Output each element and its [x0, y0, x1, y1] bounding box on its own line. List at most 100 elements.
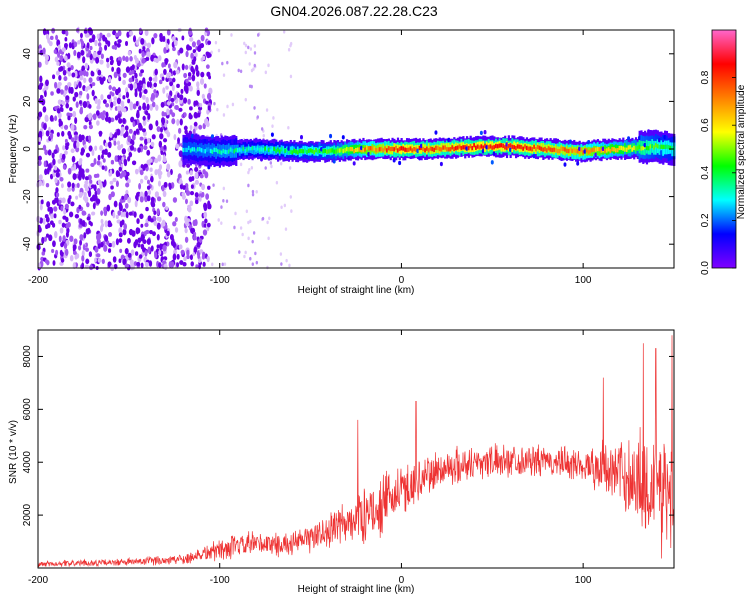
spectrogram-noise-cell — [59, 54, 64, 63]
spectrogram-noise-cell — [156, 233, 160, 241]
spectrogram-noise-cell — [166, 230, 170, 237]
spectrogram-noise-cell — [189, 191, 195, 196]
spectrogram-band-cell — [662, 144, 665, 149]
spectrogram-noise-cell — [195, 264, 199, 269]
spectrogram-noise-cell — [40, 199, 44, 205]
colorbar-tick-label: 0.6 — [700, 118, 711, 132]
spectrogram-noise-cell — [155, 104, 159, 111]
spectrogram-noise-cell — [85, 32, 90, 38]
spectrogram-noise-cell — [66, 62, 71, 68]
spectrogram-noise-cell — [145, 96, 149, 104]
spectrogram-band-cell — [375, 148, 378, 153]
spectrogram-noise-cell — [146, 103, 150, 111]
spectrogram-band-cell — [287, 150, 291, 155]
spectrogram-noise-cell — [164, 122, 168, 128]
spectrogram-noise-cell — [82, 69, 87, 77]
spectrogram-noise-cell — [72, 250, 77, 255]
spectrogram-noise-cell — [73, 131, 78, 136]
spectrogram-noise-cell — [58, 219, 62, 225]
spectrogram-band-cell — [582, 150, 585, 155]
spectrogram-noise-cell — [206, 222, 211, 228]
spectrogram-band-cell — [260, 147, 263, 152]
spectrogram-band-cell — [640, 146, 643, 151]
spectrogram-noise-cell — [101, 258, 105, 265]
spectrogram-band-cell — [574, 148, 578, 153]
spectrogram-noise-cell — [143, 230, 147, 237]
spectrogram-noise-cell — [150, 54, 155, 62]
spectrogram-band-cell — [415, 147, 418, 152]
spectrogram-band-cell — [540, 146, 543, 151]
spectrogram-noise-cell — [60, 183, 64, 189]
spectrogram-noise-cell — [140, 234, 145, 241]
spectrogram-band-cell — [484, 143, 487, 148]
spectrogram-noise-cell — [275, 180, 279, 185]
spectrogram-noise-cell — [146, 185, 151, 190]
spectrogram-noise-cell — [98, 132, 102, 137]
spectrogram-noise-cell — [262, 133, 265, 138]
spectrogram-band-cell — [509, 143, 512, 148]
spectrogram-noise-cell — [70, 123, 75, 131]
spectrogram-noise-cell — [79, 74, 84, 81]
spectrogram-band-cell — [336, 148, 340, 153]
spectrogram-noise-cell — [37, 226, 42, 233]
snr-x-tick-label: 0 — [399, 575, 405, 586]
colorbar-tick-label: 0.2 — [700, 213, 711, 227]
spectrogram-noise-cell — [43, 123, 47, 131]
spectrogram-band-cell — [594, 147, 598, 152]
spectrogram-noise-cell — [97, 50, 102, 56]
spectrogram-noise-cell — [94, 98, 98, 104]
spectrogram-noise-cell — [105, 111, 109, 119]
spectrogram-band-cell — [607, 147, 610, 152]
spectrogram-band-cell — [505, 145, 509, 151]
spectrogram-band-cell — [190, 133, 194, 138]
spectrogram-noise-cell — [92, 113, 97, 121]
spectrogram-noise-cell — [174, 227, 179, 233]
spectrogram-band-cell — [227, 149, 231, 154]
spectrogram-noise-cell — [248, 62, 251, 66]
spectrogram-noise-cell — [140, 69, 145, 74]
spectrogram-noise-cell — [171, 35, 176, 42]
spectrogram-noise-cell — [112, 211, 116, 219]
spectrogram-noise-cell — [253, 106, 256, 110]
spectrogram-noise-cell — [153, 57, 157, 63]
snr-y-tick-label: 4000 — [22, 451, 33, 474]
spectrogram-noise-cell — [287, 47, 291, 52]
spectrogram-band-cell — [382, 143, 385, 153]
spectrogram-noise-cell — [205, 64, 210, 69]
spectrogram-noise-cell — [45, 130, 50, 137]
spectrogram-noise-cell — [67, 130, 72, 137]
spectrogram-noise-cell — [182, 194, 186, 200]
spectrogram-noise-cell — [86, 216, 91, 221]
spectrogram-noise-cell — [162, 138, 168, 143]
spectrogram-noise-cell — [168, 77, 173, 82]
spectrogram-noise-cell — [44, 149, 48, 156]
spectrogram-noise-cell — [245, 209, 249, 214]
spectrogram-band-cell — [431, 146, 434, 152]
spectrogram-noise-cell — [68, 211, 74, 218]
spectrogram-noise-cell — [137, 84, 143, 92]
spectrogram-noise-cell — [114, 106, 118, 111]
spectrogram-band-cell — [278, 149, 281, 154]
spectrogram-noise-cell — [264, 166, 267, 170]
spectrogram-band-cell — [422, 146, 425, 152]
spectrogram-noise-cell — [157, 196, 162, 202]
spectrogram-noise-cell — [117, 30, 122, 37]
spectrogram-noise-cell — [56, 132, 60, 137]
spectrogram-noise-cell — [185, 50, 189, 58]
spectrogram-noise-cell — [118, 232, 123, 238]
spectrogram-band-cell — [319, 147, 323, 152]
spectrogram-noise-cell — [84, 176, 89, 181]
spectrogram-noise-cell — [192, 68, 196, 76]
spectrogram-noise-cell — [186, 163, 191, 168]
spectrogram-band-cell — [331, 148, 334, 153]
spectrogram-band-cell — [275, 149, 278, 154]
spectrogram-noise-cell — [159, 127, 164, 133]
spectrogram-noise-cell — [83, 144, 87, 150]
spectrogram-noise-cell — [85, 152, 91, 158]
spectrogram-noise-cell — [63, 76, 68, 82]
spectrogram-noise-cell — [206, 71, 211, 77]
spectrogram-noise-cell — [185, 190, 191, 196]
spectrogram-x-tick-label: -200 — [28, 275, 48, 286]
spectrogram-noise-cell — [95, 57, 100, 64]
spectrogram-band-cell — [206, 147, 209, 152]
